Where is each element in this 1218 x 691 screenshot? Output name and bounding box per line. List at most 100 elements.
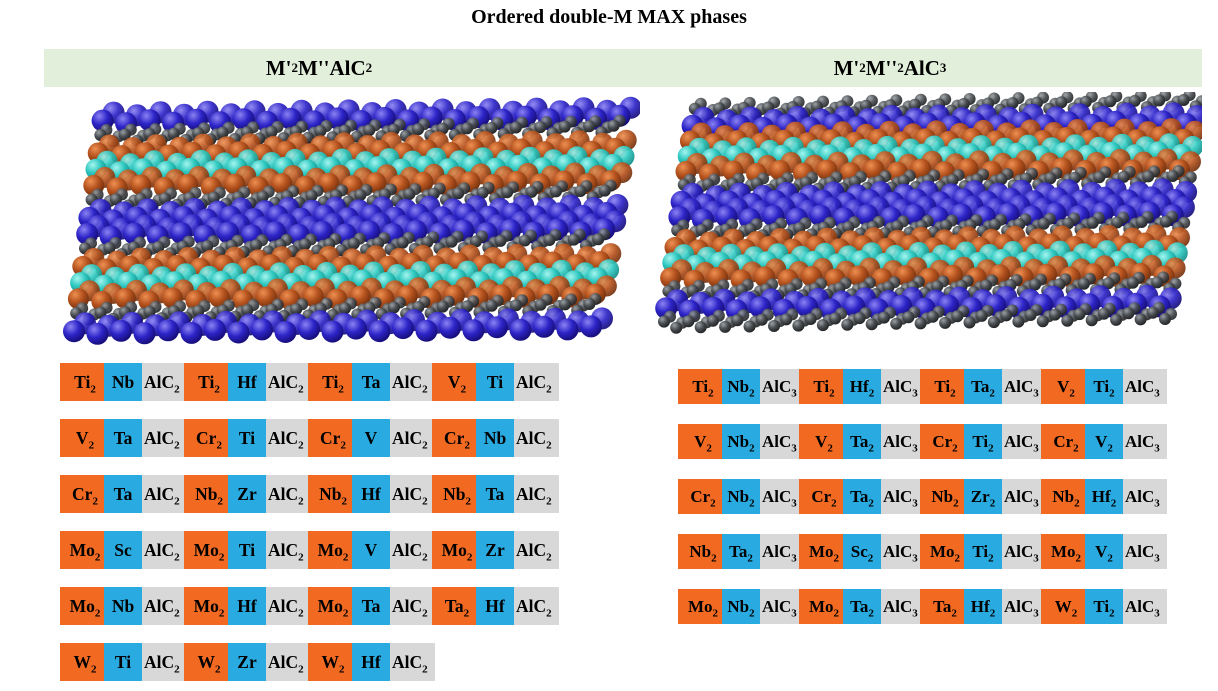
alc-segment: AlC2 [514,531,559,569]
m-prime-segment: W2 [60,643,104,681]
m-doubleprime-segment: Ta [352,363,390,401]
m-doubleprime-segment: Hf [352,475,390,513]
alc-segment: AlC2 [390,475,435,513]
compound-label: Mo2 Ti AlC2 [184,531,311,587]
m-doubleprime-segment: Ti [104,643,142,681]
m-doubleprime-segment: Ta2 [843,479,881,514]
m-prime-segment: Ti2 [60,363,104,401]
alc-segment: AlC3 [760,589,804,624]
m-prime-segment: Mo2 [60,531,104,569]
m-prime-segment: Mo2 [920,534,964,569]
compound-label: Ti2 Hf AlC2 [184,363,311,419]
compound-grid-alc2: Ti2 Nb AlC2 Ti2 Hf AlC2 Ti2 Ta AlC2 V2 Ti AlC2 V2 Ta A… [60,363,559,691]
m-prime-segment: Cr2 [432,419,476,457]
alc-segment: AlC3 [1002,479,1046,514]
m-prime-segment: V2 [1041,369,1085,404]
m-doubleprime-segment: Ti [228,531,266,569]
alc-segment: AlC3 [881,589,925,624]
m-doubleprime-segment: Nb2 [722,369,760,404]
compound-label: W2 Ti AlC2 [60,643,187,691]
crystal-structure-right-svg [655,92,1202,334]
compound-label: Cr2 Ta AlC2 [60,475,187,531]
compound-label: Mo2 Nb2 AlC3 [678,589,804,644]
m-prime-segment: W2 [1041,589,1085,624]
alc-segment: AlC3 [760,424,804,459]
alc-segment: AlC3 [1002,369,1046,404]
m-prime-segment: Mo2 [799,589,843,624]
m-doubleprime-segment: Ti2 [964,534,1002,569]
m-doubleprime-segment: V [352,419,390,457]
m-doubleprime-segment: Ti2 [1085,369,1123,404]
crystal-structure-left [58,96,640,350]
compound-label: Ti2 Hf2 AlC3 [799,369,925,424]
m-prime-segment: Nb2 [920,479,964,514]
m-doubleprime-segment: Hf [228,363,266,401]
m-prime-segment: Cr2 [920,424,964,459]
alc-segment: AlC3 [1123,424,1167,459]
m-prime-segment: Ti2 [920,369,964,404]
compound-label: V2 Ta2 AlC3 [799,424,925,479]
m-prime-segment: Mo2 [799,534,843,569]
compound-label: Ta2 Hf2 AlC3 [920,589,1046,644]
m-doubleprime-segment: Ta [104,475,142,513]
m-prime-segment: Nb2 [678,534,722,569]
compound-label: Cr2 Nb AlC2 [432,419,559,475]
alc-segment: AlC2 [514,419,559,457]
alc-segment: AlC3 [760,369,804,404]
alc-segment: AlC2 [142,475,187,513]
alc-segment: AlC2 [514,475,559,513]
alc-segment: AlC2 [142,363,187,401]
m-doubleprime-segment: Nb [104,363,142,401]
compound-label: Mo2 Ta2 AlC3 [799,589,925,644]
m-doubleprime-segment: Zr [228,475,266,513]
alc-segment: AlC3 [881,534,925,569]
alc-segment: AlC2 [390,643,435,681]
m-doubleprime-segment: Ta [476,475,514,513]
m-prime-segment: Mo2 [1041,534,1085,569]
compound-label: Ti2 Nb AlC2 [60,363,187,419]
m-prime-segment: Mo2 [308,531,352,569]
m-doubleprime-segment: V [352,531,390,569]
alc-segment: AlC2 [266,531,311,569]
alc-segment: AlC2 [514,363,559,401]
m-prime-segment: W2 [308,643,352,681]
m-prime-segment: Cr2 [184,419,228,457]
m-prime-segment: Cr2 [60,475,104,513]
alc-segment: AlC3 [1002,589,1046,624]
alc-segment: AlC3 [760,479,804,514]
m-prime-segment: Mo2 [432,531,476,569]
alc-segment: AlC2 [514,587,559,625]
compound-label: Mo2 Zr AlC2 [432,531,559,587]
m-doubleprime-segment: Hf [352,643,390,681]
m-prime-segment: Ti2 [678,369,722,404]
m-prime-segment: Mo2 [308,587,352,625]
alc-segment: AlC2 [266,475,311,513]
compound-label: Mo2 V AlC2 [308,531,435,587]
m-prime-segment: Ti2 [799,369,843,404]
alc-segment: AlC2 [142,531,187,569]
compound-label: Ta2 Hf AlC2 [432,587,559,643]
m-prime-segment: V2 [799,424,843,459]
compound-label: Nb2 Hf2 AlC3 [1041,479,1167,534]
compound-label: Nb2 Ta AlC2 [432,475,559,531]
alc-segment: AlC2 [390,587,435,625]
m-doubleprime-segment: Sc2 [843,534,881,569]
header-banner [44,49,1202,87]
m-prime-segment: Mo2 [184,531,228,569]
m-prime-segment: V2 [678,424,722,459]
m-doubleprime-segment: Nb2 [722,424,760,459]
m-doubleprime-segment: Sc [104,531,142,569]
m-doubleprime-segment: Ti2 [964,424,1002,459]
alc-segment: AlC3 [881,369,925,404]
m-doubleprime-segment: Zr2 [964,479,1002,514]
m-doubleprime-segment: V2 [1085,534,1123,569]
compound-label: W2 Hf AlC2 [308,643,435,691]
alc-segment: AlC2 [266,587,311,625]
compound-label: V2 Nb2 AlC3 [678,424,804,479]
compound-label: Mo2 Sc AlC2 [60,531,187,587]
alc-segment: AlC2 [266,419,311,457]
compound-label: Cr2 Ti2 AlC3 [920,424,1046,479]
m-prime-segment: W2 [184,643,228,681]
compound-label: Mo2 Hf AlC2 [184,587,311,643]
figure-title: Ordered double-M MAX phases [471,6,747,28]
